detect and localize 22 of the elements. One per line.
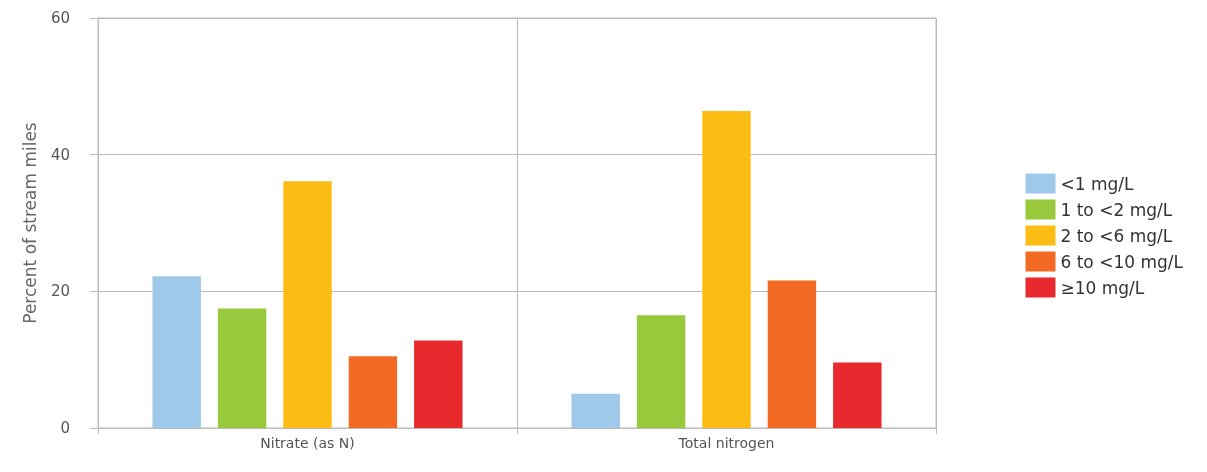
- legend-label: ≥10 mg/L: [1060, 277, 1145, 298]
- bar: [702, 110, 751, 428]
- y-tick-label: 20: [50, 282, 70, 301]
- bar: [767, 280, 817, 428]
- bar: [152, 276, 201, 428]
- bar: [414, 340, 463, 428]
- y-tick-label: 40: [50, 145, 70, 164]
- bar: [636, 315, 686, 428]
- legend-label: 1 to <2 mg/L: [1060, 199, 1173, 220]
- x-tick-label: Nitrate (as N): [260, 435, 355, 451]
- bar: [833, 362, 882, 428]
- bar: [348, 356, 398, 428]
- legend-label: <1 mg/L: [1060, 173, 1135, 194]
- legend-label: 2 to <6 mg/L: [1060, 225, 1173, 246]
- legend-label: 6 to <10 mg/L: [1060, 251, 1184, 272]
- y-tick-label: 60: [50, 9, 70, 27]
- y-tick-label: 0: [60, 419, 70, 437]
- bar: [283, 181, 332, 428]
- y-axis-title: Percent of stream miles: [19, 122, 40, 324]
- bar: [217, 308, 267, 428]
- x-tick-label: Total nitrogen: [677, 435, 775, 451]
- bar: [571, 393, 620, 428]
